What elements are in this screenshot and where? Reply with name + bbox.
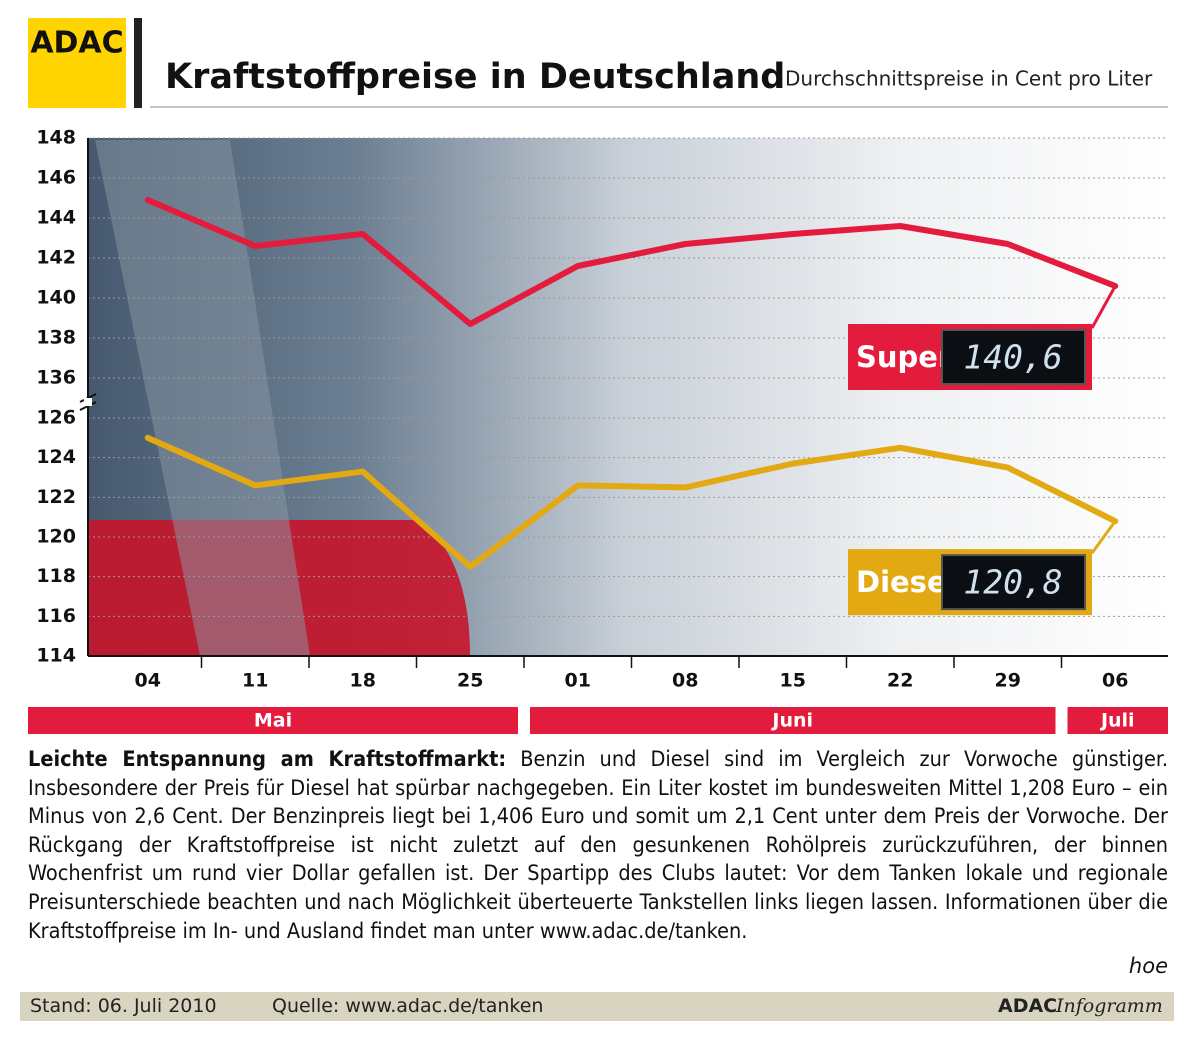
month-label: Juni (770, 710, 813, 732)
x-tick-label: 01 (565, 670, 591, 692)
y-tick-label: 140 (36, 287, 76, 309)
y-tick-label: 138 (36, 327, 76, 349)
month-label: Mai (254, 710, 292, 732)
display-box (941, 554, 1086, 611)
y-tick-label: 146 (36, 167, 76, 189)
value-label: 120,8 (963, 563, 1062, 602)
y-tick-label: 118 (36, 565, 76, 587)
y-tick-label: 122 (36, 486, 76, 508)
footer-brand-suffix: Infogramm (1056, 995, 1163, 1017)
photo-shape (95, 140, 310, 656)
y-tick-label: 126 (36, 407, 76, 429)
callout-connector (1090, 520, 1117, 555)
callout-connector (1090, 285, 1117, 329)
footer-source: Quelle: www.adac.de/tanken (272, 995, 544, 1017)
y-tick-label: 114 (36, 645, 76, 667)
chart: ADAC Kraftstoffpreise in Deutschland Dur… (28, 18, 1168, 734)
x-tick-label: 25 (457, 670, 483, 692)
display-box (941, 329, 1086, 385)
x-tick-label: 06 (1102, 670, 1128, 692)
month-label: Juli (1099, 710, 1135, 732)
y-tick-label: 142 (36, 247, 76, 269)
article: Leichte Entspannung am Kraftstoffmarkt: … (28, 746, 1168, 946)
footer: Stand: 06. Juli 2010 Quelle: www.adac.de… (20, 992, 1174, 1021)
chart-title: Kraftstoffpreise in Deutschland (165, 57, 785, 97)
month-bar (1067, 707, 1168, 734)
x-tick-label: 18 (350, 670, 376, 692)
x-tick-label: 22 (887, 670, 913, 692)
y-tick-label: 144 (36, 207, 76, 229)
article-lead: Leichte Entspannung am Kraftstoffmarkt: (28, 747, 507, 772)
legend-label: Super (856, 340, 953, 374)
y-tick-label: 148 (36, 127, 76, 149)
y-tick-label: 116 (36, 605, 76, 627)
article-body: Benzin und Diesel sind im Vergleich zur … (28, 747, 1168, 944)
axis-break-gap (84, 398, 92, 406)
author: hoe (1128, 954, 1168, 978)
y-tick-label: 136 (36, 367, 76, 389)
x-tick-label: 15 (780, 670, 806, 692)
footer-date: Stand: 06. Juli 2010 (30, 995, 217, 1017)
logo: ADAC (30, 26, 123, 61)
chart-subtitle: Durchschnittspreise in Cent pro Liter (785, 67, 1153, 91)
legend-label: Diesel (856, 565, 957, 599)
x-tick-label: 08 (672, 670, 698, 692)
x-tick-label: 04 (135, 670, 161, 692)
header-bar (134, 18, 142, 108)
y-tick-label: 120 (36, 526, 76, 548)
month-bar (530, 707, 1056, 734)
footer-brand: ADAC (998, 995, 1058, 1017)
series-line (144, 434, 1119, 570)
y-tick-label: 124 (36, 446, 76, 468)
x-tick-label: 11 (242, 670, 268, 692)
x-tick-label: 29 (995, 670, 1021, 692)
series-line (144, 197, 1119, 327)
logo-box (28, 18, 126, 108)
month-bar (28, 707, 518, 734)
value-label: 140,6 (963, 338, 1062, 377)
